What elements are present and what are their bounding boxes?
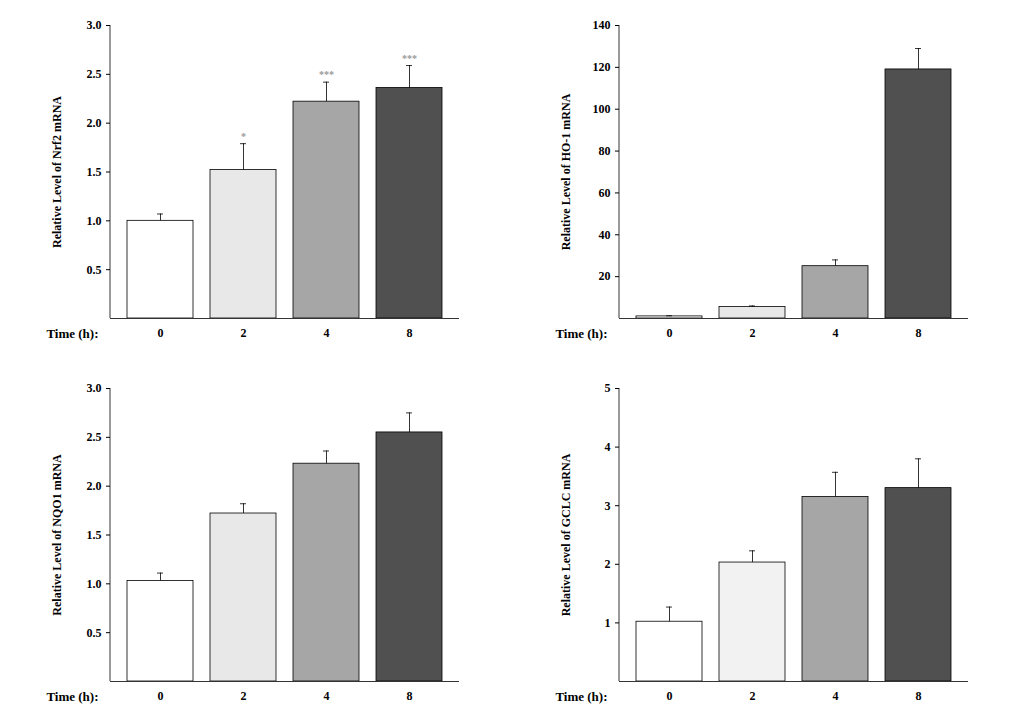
svg-text:2: 2 bbox=[241, 326, 247, 340]
svg-text:2: 2 bbox=[750, 689, 756, 703]
svg-text:Relative Level of GCLC mRNA: Relative Level of GCLC mRNA bbox=[559, 453, 573, 616]
svg-text:2.5: 2.5 bbox=[87, 430, 102, 444]
svg-text:4: 4 bbox=[833, 326, 839, 340]
svg-text:3.0: 3.0 bbox=[87, 18, 102, 32]
svg-text:4: 4 bbox=[324, 689, 330, 703]
svg-text:4: 4 bbox=[605, 440, 611, 454]
svg-text:5: 5 bbox=[605, 381, 611, 395]
svg-text:140: 140 bbox=[593, 18, 611, 32]
svg-text:3: 3 bbox=[605, 499, 611, 513]
svg-text:2: 2 bbox=[241, 689, 247, 703]
svg-text:1.5: 1.5 bbox=[87, 528, 102, 542]
svg-text:*: * bbox=[241, 131, 246, 142]
svg-text:100: 100 bbox=[593, 102, 611, 116]
svg-text:20: 20 bbox=[599, 269, 611, 283]
svg-text:0: 0 bbox=[158, 689, 164, 703]
svg-text:1: 1 bbox=[605, 616, 611, 630]
svg-text:60: 60 bbox=[599, 186, 611, 200]
svg-text:2: 2 bbox=[750, 326, 756, 340]
svg-text:***: *** bbox=[402, 53, 417, 64]
svg-text:4: 4 bbox=[324, 326, 330, 340]
svg-text:120: 120 bbox=[593, 60, 611, 74]
svg-text:Time (h):: Time (h): bbox=[555, 326, 607, 341]
svg-text:8: 8 bbox=[916, 326, 922, 340]
svg-text:2.5: 2.5 bbox=[87, 67, 102, 81]
svg-text:0.5: 0.5 bbox=[87, 626, 102, 640]
svg-text:Time (h):: Time (h): bbox=[46, 326, 98, 341]
svg-text:40: 40 bbox=[599, 228, 611, 242]
svg-text:0: 0 bbox=[158, 326, 164, 340]
svg-text:4: 4 bbox=[833, 689, 839, 703]
svg-text:Relative Level of Nrf2 mRNA: Relative Level of Nrf2 mRNA bbox=[50, 96, 64, 248]
svg-text:1.5: 1.5 bbox=[87, 165, 102, 179]
svg-text:8: 8 bbox=[407, 326, 413, 340]
svg-text:80: 80 bbox=[599, 144, 611, 158]
svg-text:3.0: 3.0 bbox=[87, 381, 102, 395]
svg-text:2.0: 2.0 bbox=[87, 479, 102, 493]
svg-text:0: 0 bbox=[667, 689, 673, 703]
svg-text:Relative Level of NQO1 mRNA: Relative Level of NQO1 mRNA bbox=[50, 454, 64, 616]
svg-text:Relative Level of HO-1 mRNA: Relative Level of HO-1 mRNA bbox=[559, 93, 573, 250]
svg-text:0: 0 bbox=[667, 326, 673, 340]
svg-text:2: 2 bbox=[605, 557, 611, 571]
svg-text:Time (h):: Time (h): bbox=[555, 689, 607, 704]
svg-text:1.0: 1.0 bbox=[87, 214, 102, 228]
svg-text:8: 8 bbox=[407, 689, 413, 703]
svg-text:2.0: 2.0 bbox=[87, 116, 102, 130]
svg-text:8: 8 bbox=[916, 689, 922, 703]
svg-text:0.5: 0.5 bbox=[87, 263, 102, 277]
svg-text:Time (h):: Time (h): bbox=[46, 689, 98, 704]
svg-text:***: *** bbox=[319, 69, 334, 80]
svg-text:1.0: 1.0 bbox=[87, 577, 102, 591]
